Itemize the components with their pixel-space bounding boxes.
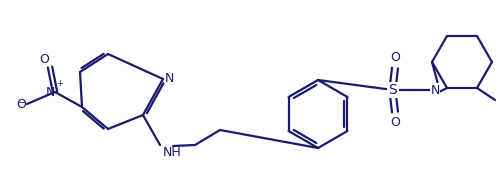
Text: S: S [389,83,397,97]
Text: N: N [165,72,174,86]
Text: O: O [39,53,49,66]
Text: −: − [18,98,26,108]
Text: N: N [45,86,55,98]
Text: N: N [430,84,440,96]
Text: O: O [390,116,400,129]
Text: O: O [390,51,400,64]
Text: +: + [56,79,63,88]
Text: O: O [16,98,26,110]
Text: NH: NH [163,146,182,159]
